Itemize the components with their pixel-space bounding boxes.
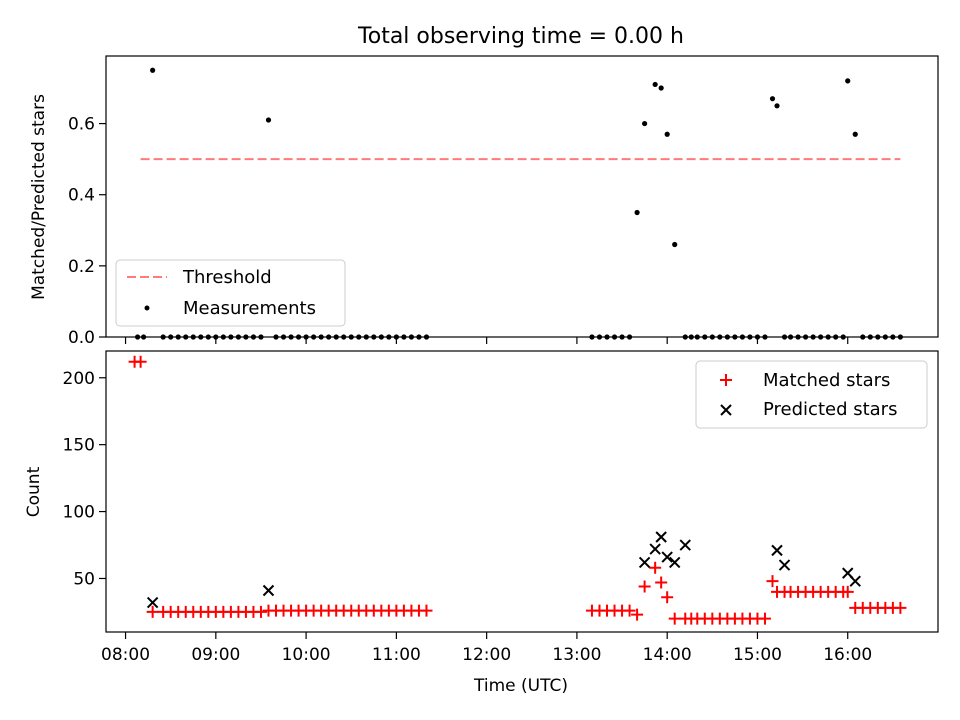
legend-matched-swatch (720, 374, 732, 386)
predicted-star-point (262, 584, 275, 597)
predicted-star-point (679, 539, 691, 551)
predicted-star-point (661, 551, 673, 563)
bottom-legend: Matched stars Predicted stars (695, 360, 928, 429)
top-panel: 0.0 0.2 0.4 0.6 Matched/Predicted stars Thr… (29, 55, 939, 348)
matched-star-point (655, 576, 668, 589)
bottom-x-ticks: 08:00 09:00 10:00 11:00 12:00 13:00 14:00 15:00… (101, 632, 872, 665)
matched-star-point (661, 591, 674, 604)
top-y-tick-label: 0.6 (68, 115, 95, 135)
matched-star-point (146, 605, 159, 618)
legend-predicted-label: Predicted stars (763, 399, 897, 420)
matched-star-point (766, 575, 779, 588)
measurement-point (642, 120, 648, 127)
bottom-x-tick-label: 11:00 (372, 645, 421, 665)
matched-star-point (254, 605, 267, 618)
matched-star-point (649, 561, 662, 574)
measurement-point (634, 209, 640, 216)
predicted-star-point (655, 531, 667, 543)
legend-predicted-swatch (720, 404, 732, 416)
matched-star-point (668, 612, 681, 625)
matched-star-point (894, 601, 907, 614)
bottom-y-tick-label: 200 (63, 369, 95, 389)
top-y-tick-label: 0.2 (68, 257, 95, 277)
bottom-y-axis-label: Count (24, 466, 44, 517)
matched-star-point (623, 604, 636, 617)
bottom-legend-box (695, 360, 928, 429)
legend-threshold-label: Threshold (182, 267, 272, 288)
measurement-point (150, 67, 156, 73)
predicted-star-point (638, 556, 651, 569)
legend-measurements-swatch (144, 305, 150, 311)
predicted-star-point (778, 559, 791, 571)
top-legend: Threshold Measurements (115, 259, 346, 327)
top-y-tick-label: 0.0 (68, 328, 95, 348)
matched-star-point (631, 608, 644, 621)
bottom-y-tick-label: 150 (63, 436, 95, 456)
matched-star-point (134, 355, 147, 368)
top-legend-box (115, 259, 346, 327)
measurement-point (845, 78, 851, 84)
top-x-ticks (124, 337, 849, 344)
predicted-star-point (649, 543, 661, 555)
bottom-x-axis-label: Time (UTC) (473, 676, 568, 696)
bottom-y-tick-label: 100 (63, 503, 95, 523)
figure-title: Total observing time = 0.00 h (357, 24, 684, 49)
measurement-point (265, 117, 272, 123)
predicted-star-point (146, 596, 159, 609)
top-y-axis-label: Matched/Predicted stars (29, 94, 49, 300)
bottom-x-tick-label: 12:00 (462, 645, 511, 665)
matched-star-point (841, 585, 854, 598)
top-y-tick-label: 0.4 (68, 186, 95, 206)
matched-star-point (638, 580, 651, 593)
matched-star-point (420, 604, 433, 617)
predicted-star-point (771, 544, 783, 557)
bottom-axes-frame (105, 350, 939, 633)
measurement-point (774, 103, 780, 109)
bottom-x-tick-label: 09:00 (191, 645, 240, 665)
matched-star-point (758, 612, 771, 625)
top-axes-frame (105, 55, 939, 338)
measurement-point (852, 131, 858, 137)
bottom-x-tick-label: 08:00 (101, 645, 150, 665)
measurement-point (672, 241, 678, 248)
measurement-point (664, 131, 670, 137)
bottom-x-tick-label: 14:00 (643, 645, 692, 665)
measurement-point (769, 96, 776, 102)
measurement-point (658, 85, 664, 91)
bottom-y-tick-label: 50 (73, 569, 95, 589)
measurement-point (652, 81, 658, 88)
bottom-x-tick-label: 16:00 (823, 645, 872, 665)
bottom-x-tick-label: 13:00 (552, 645, 601, 665)
legend-measurements-label: Measurements (183, 298, 316, 319)
top-y-ticks: 0.0 0.2 0.4 0.6 (68, 115, 106, 348)
bottom-x-tick-label: 15:00 (733, 645, 782, 665)
bottom-y-ticks: 50 100 150 200 (63, 369, 106, 589)
legend-matched-label: Matched stars (763, 370, 890, 391)
bottom-x-tick-label: 10:00 (282, 645, 331, 665)
predicted-star-point (669, 556, 681, 569)
predicted-star-point (849, 575, 861, 587)
bottom-panel: 08:00 09:00 10:00 11:00 12:00 13:00 14:00 15:00… (24, 350, 939, 696)
bottom-marks (128, 355, 907, 625)
